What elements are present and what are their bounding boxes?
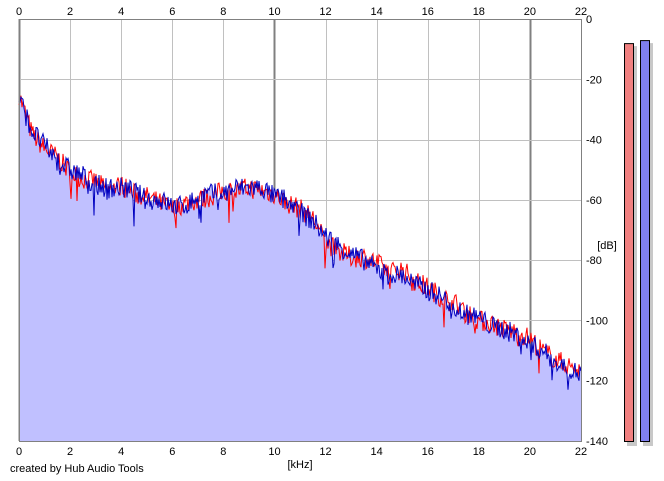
y-tick-label: -40 [586, 135, 602, 147]
x-tick-label-top: 14 [371, 6, 383, 18]
credit-text: created by Hub Audio Tools [10, 463, 144, 475]
x-tick-label-top: 8 [220, 6, 226, 18]
x-tick-label-bottom: 18 [473, 446, 485, 458]
level-meter-bar [624, 43, 634, 442]
plot-frame [19, 19, 582, 442]
y-tick-label: -140 [586, 436, 608, 448]
x-tick-label-bottom: 16 [422, 446, 434, 458]
x-tick-label-top: 2 [67, 6, 73, 18]
x-tick-label-bottom: 8 [220, 446, 226, 458]
x-tick-label-bottom: 6 [169, 446, 175, 458]
x-tick-label-bottom: 14 [371, 446, 383, 458]
x-tick-label-top: 6 [169, 6, 175, 18]
x-tick-label-top: 12 [319, 6, 331, 18]
right-channel-line [18, 96, 582, 390]
y-tick-label: 0 [586, 14, 592, 26]
level-meters [624, 40, 653, 446]
x-tick-label-top: 20 [524, 6, 536, 18]
spectrum-fill-area [19, 97, 581, 441]
y-tick-label: -20 [586, 74, 602, 86]
x-tick-label-bottom: 0 [16, 446, 22, 458]
x-axis-label: [kHz] [287, 459, 312, 471]
y-tick-label: -120 [586, 376, 608, 388]
x-tick-labels-bottom: 0 2 4 6 8 10 12 14 16 18 20 22 [16, 446, 587, 458]
x-tick-label-top: 4 [118, 6, 124, 18]
x-tick-label-bottom: 2 [67, 446, 73, 458]
x-tick-label-bottom: 22 [575, 446, 587, 458]
x-tick-labels-top: 0 2 4 6 8 10 12 14 16 18 20 22 [16, 6, 587, 18]
y-tick-label: -100 [586, 315, 608, 327]
x-tick-label-bottom: 10 [268, 446, 280, 458]
x-tick-label-bottom: 4 [118, 446, 124, 458]
y-axis-label: [dB] [597, 240, 617, 252]
x-tick-label-bottom: 20 [524, 446, 536, 458]
x-tick-label-bottom: 12 [319, 446, 331, 458]
y-tick-label: -80 [586, 255, 602, 267]
x-tick-label-top: 16 [422, 6, 434, 18]
y-tick-label: -60 [586, 195, 602, 207]
y-tick-labels: 0 -20 -40 -60 -80 -100 -120 -140 [586, 14, 608, 448]
x-tick-label-top: 0 [16, 6, 22, 18]
x-tick-label-top: 10 [268, 6, 280, 18]
x-tick-label-top: 22 [575, 6, 587, 18]
x-tick-label-top: 18 [473, 6, 485, 18]
level-meter-bar [640, 40, 650, 442]
